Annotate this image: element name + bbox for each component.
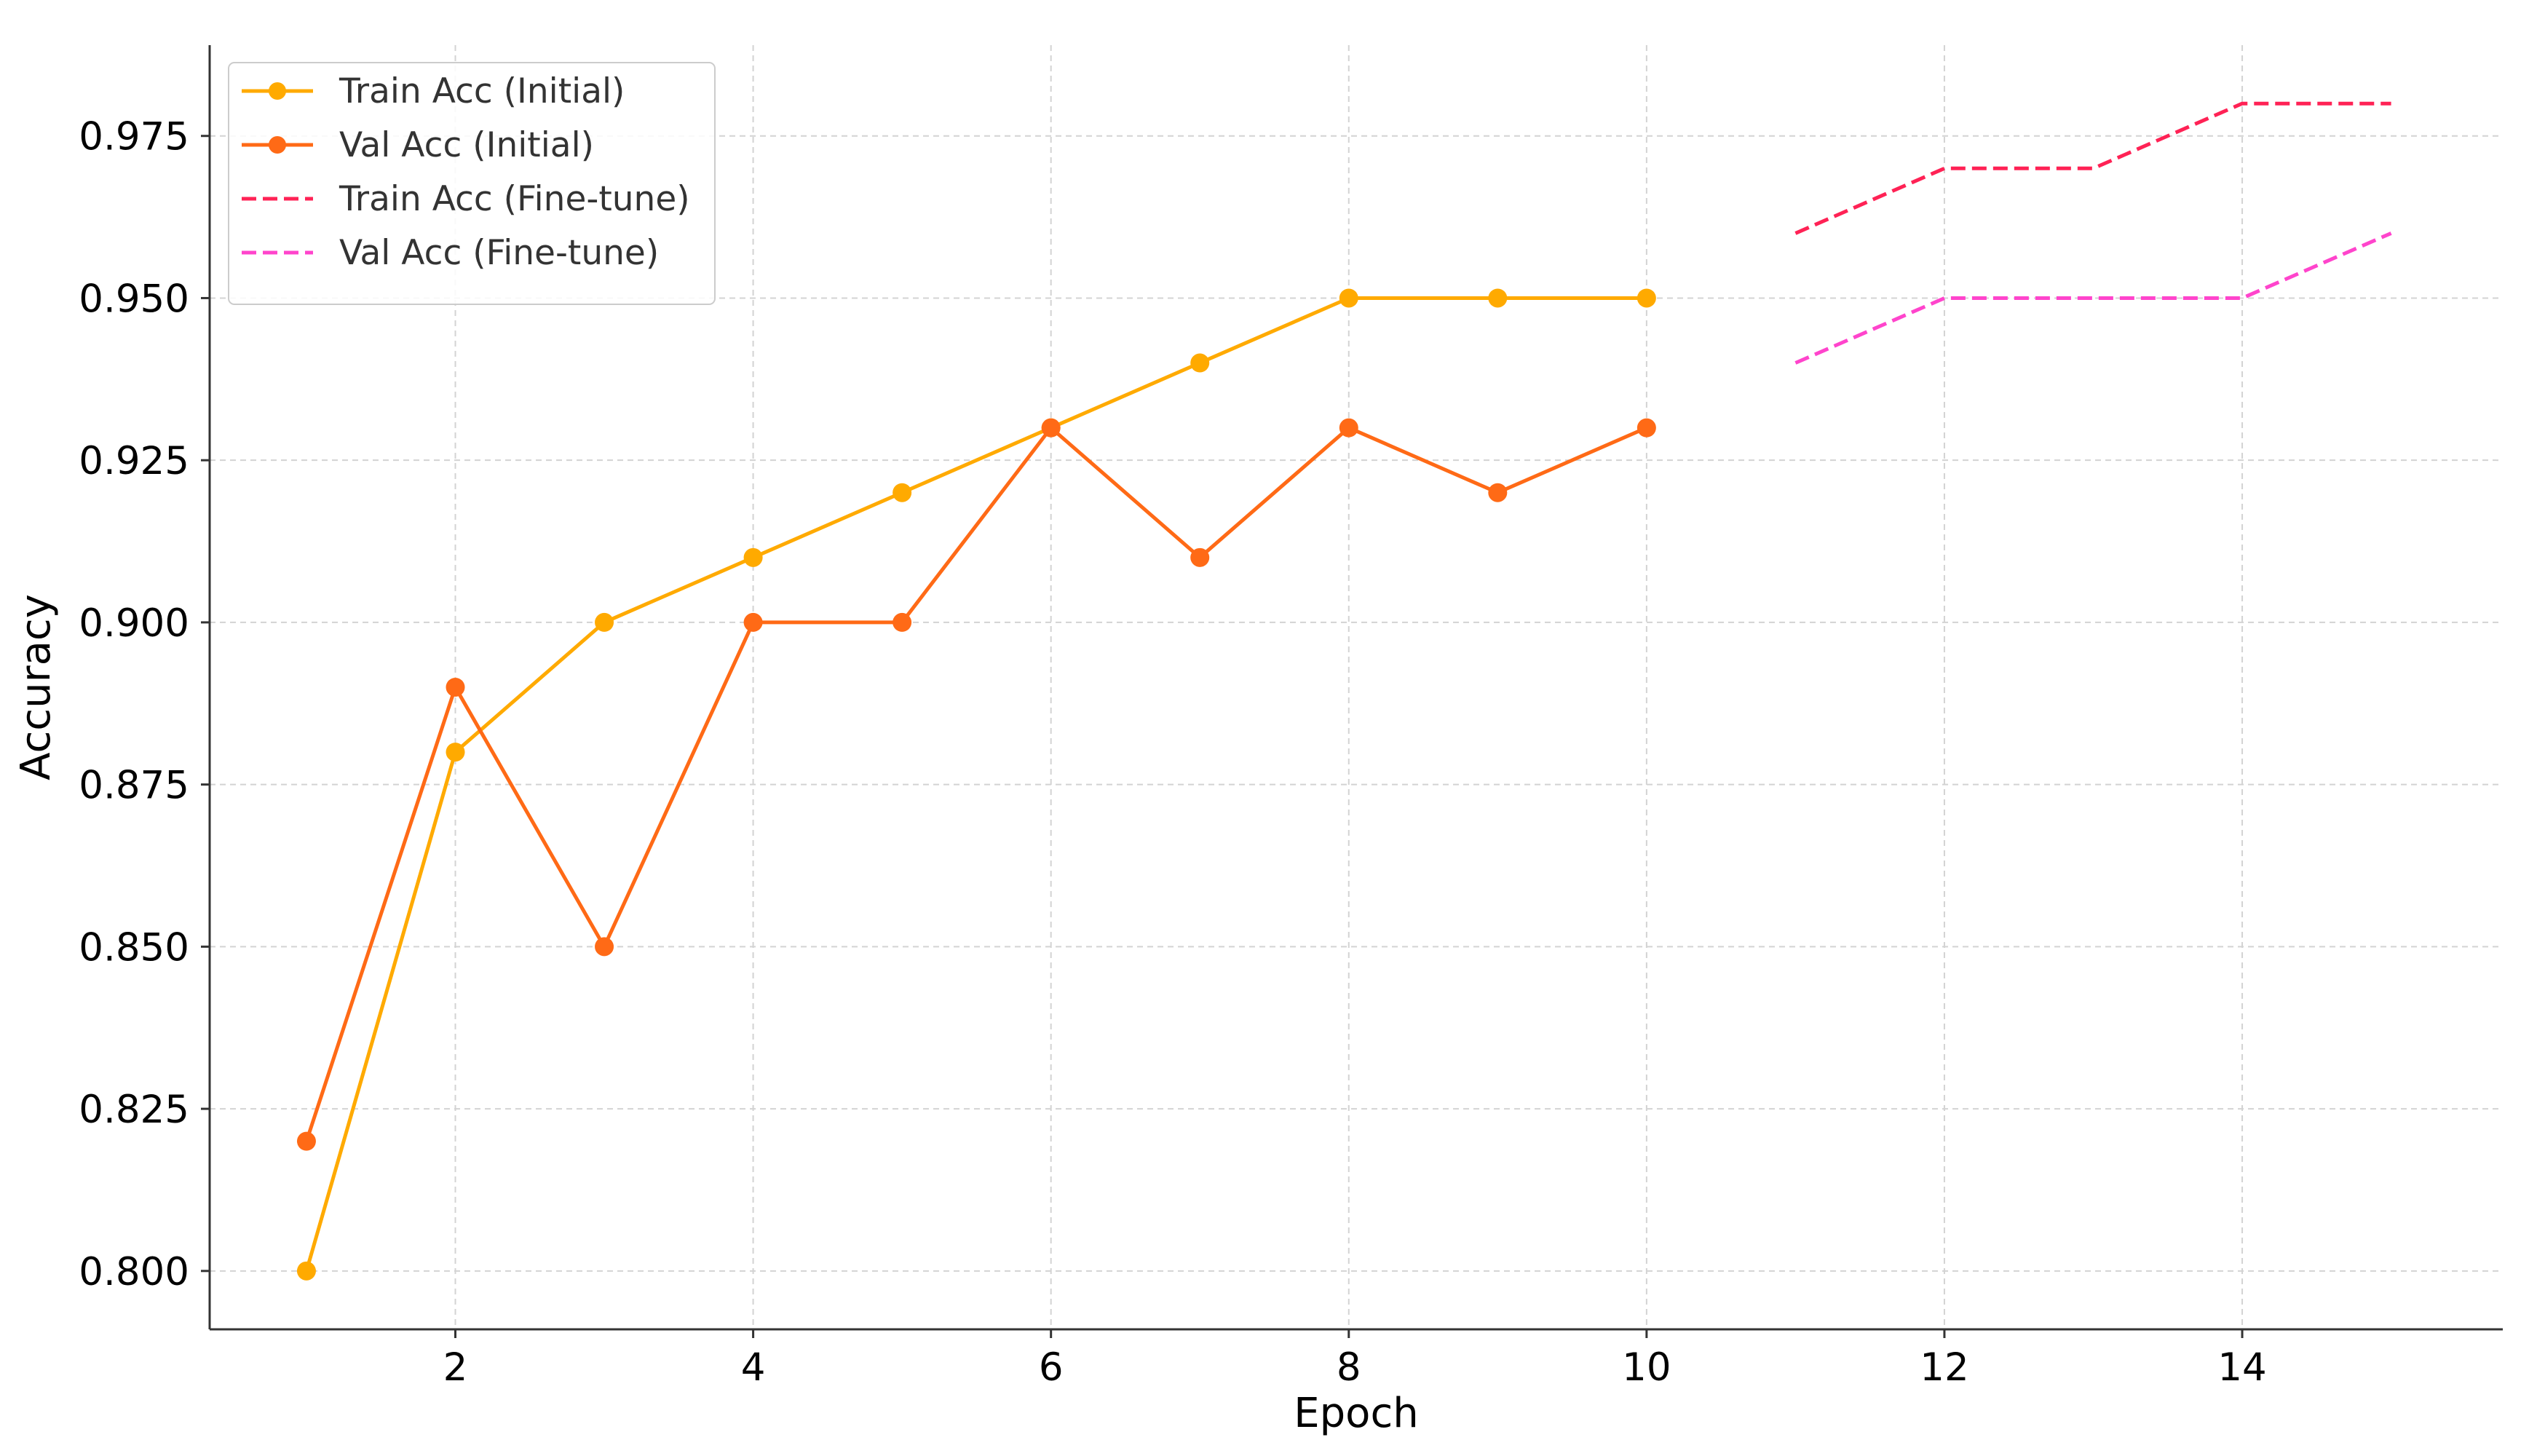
data-point-train-acc-initial-2: [446, 743, 465, 762]
data-point-train-acc-initial-3: [595, 612, 614, 632]
y-tick-label-5: 0.925: [79, 439, 189, 483]
data-point-train-acc-initial-7: [1190, 353, 1210, 373]
data-point-train-acc-initial-1: [296, 1261, 316, 1281]
legend-label: Train Acc (Fine-tune): [339, 179, 690, 219]
x-tick-label-3: 8: [1337, 1345, 1361, 1390]
data-point-val-acc-initial-7: [1190, 547, 1210, 567]
legend-swatch-marker: [269, 136, 286, 154]
legend-item: Train Acc (Initial): [242, 71, 625, 111]
x-tick-label-4: 10: [1622, 1345, 1671, 1390]
legend-box: [228, 62, 716, 305]
data-point-val-acc-initial-8: [1339, 418, 1358, 438]
legend-item: Val Acc (Fine-tune): [242, 233, 659, 273]
x-tick-label-5: 12: [1920, 1345, 1968, 1390]
data-point-train-acc-initial-5: [893, 483, 912, 502]
x-tick-label-6: 14: [2217, 1345, 2266, 1390]
series-val-acc-fine-tune: [1794, 232, 2392, 365]
series-line-val-acc-initial: [304, 426, 1647, 1142]
legend: Train Acc (Initial) Val Acc (Initial) Trai…: [228, 62, 716, 305]
series-train-acc-initial: [296, 288, 1656, 1281]
data-point-val-acc-initial-10: [1636, 418, 1656, 438]
data-point-val-acc-initial-4: [743, 612, 763, 632]
legend-item: Train Acc (Fine-tune): [242, 179, 690, 219]
axes-layer: 2 4 6 8 10 12 14 0.800 0.825 0.850 0.875 0.900 0.925…: [79, 45, 2503, 1390]
series-layer: [296, 101, 2392, 1281]
y-axis-title: Accuracy: [12, 594, 60, 780]
legend-swatch-marker: [269, 82, 286, 100]
data-point-val-acc-initial-5: [893, 612, 912, 632]
x-axis-title: Epoch: [1294, 1390, 1418, 1437]
y-tick-label-4: 0.900: [79, 601, 189, 646]
legend-item: Val Acc (Initial): [242, 125, 594, 165]
data-point-train-acc-initial-9: [1488, 288, 1508, 308]
data-point-val-acc-initial-6: [1041, 418, 1061, 438]
x-tick-label-0: 2: [443, 1345, 468, 1390]
y-tick-label-0: 0.800: [79, 1250, 189, 1294]
y-tick-label-2: 0.850: [79, 925, 189, 970]
legend-label: Train Acc (Initial): [339, 71, 625, 111]
y-tick-label-7: 0.975: [79, 115, 189, 159]
x-tick-label-1: 4: [741, 1345, 766, 1390]
series-val-acc-initial: [296, 418, 1656, 1151]
data-point-val-acc-initial-2: [446, 678, 465, 697]
legend-label: Val Acc (Fine-tune): [339, 233, 659, 273]
y-tick-label-6: 0.950: [79, 277, 189, 321]
series-train-acc-fine-tune: [1794, 101, 2391, 235]
legend-label: Val Acc (Initial): [339, 125, 594, 165]
data-point-train-acc-initial-8: [1339, 288, 1358, 308]
series-line-train-acc-fine-tune: [1794, 101, 2391, 235]
x-tick-label-2: 6: [1039, 1345, 1064, 1390]
y-tick-label-1: 0.825: [79, 1088, 189, 1132]
y-tick-label-3: 0.875: [79, 764, 189, 808]
data-point-val-acc-initial-3: [595, 937, 614, 957]
series-line-train-acc-initial: [304, 296, 1647, 1272]
data-point-train-acc-initial-4: [743, 547, 763, 567]
data-point-val-acc-initial-1: [296, 1131, 316, 1151]
data-point-train-acc-initial-10: [1636, 288, 1656, 308]
series-line-val-acc-fine-tune: [1794, 232, 2392, 365]
data-point-val-acc-initial-9: [1488, 483, 1508, 502]
